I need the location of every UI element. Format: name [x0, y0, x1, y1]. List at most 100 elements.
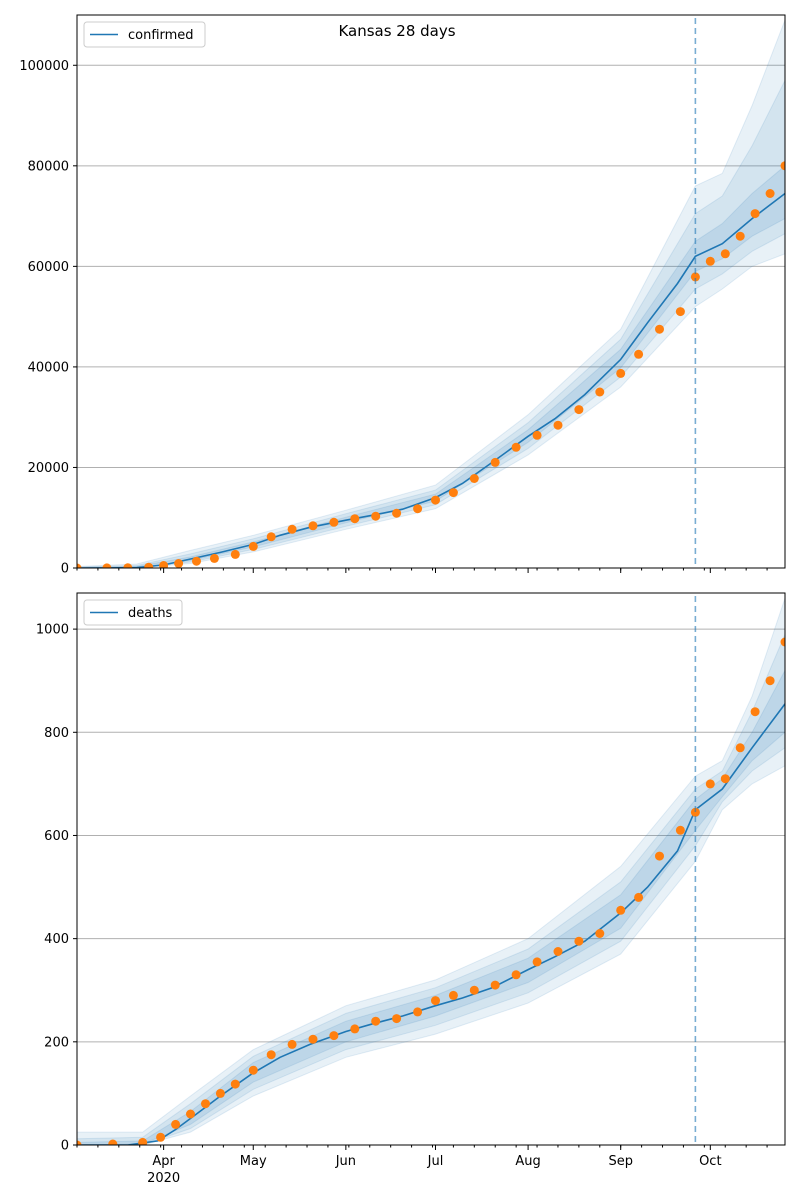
observed-point	[511, 442, 521, 452]
observed-point	[413, 504, 423, 514]
deaths-panel: 0 200 400 600 800 1000 Apr 2020 May Jun Jul Aug Sep O…	[36, 592, 786, 1186]
observed-point	[634, 349, 644, 359]
observed-point	[735, 231, 745, 241]
observed-point	[655, 324, 664, 334]
observed-point	[192, 556, 201, 566]
legend-label: confirmed	[128, 28, 194, 43]
observed-point	[765, 676, 775, 686]
observed-point	[77, 1140, 82, 1145]
observed-point	[138, 1137, 148, 1145]
observed-point	[230, 549, 240, 559]
observed-point	[102, 563, 112, 568]
observed-point	[690, 272, 700, 282]
observed-point	[469, 474, 479, 483]
y-tick-label: 20000	[28, 461, 69, 476]
observed-point	[156, 1132, 166, 1142]
observed-point	[595, 929, 605, 938]
observed-point	[705, 779, 715, 789]
observed-point	[448, 488, 458, 498]
observed-point	[230, 1079, 240, 1089]
observed-point	[532, 430, 542, 440]
observed-point	[634, 892, 644, 902]
x-tick-label: Aug	[515, 1154, 540, 1169]
observed-point	[431, 996, 440, 1006]
observed-point	[209, 553, 219, 563]
observed-point	[720, 774, 730, 784]
observed-point	[780, 637, 785, 647]
median-line-deaths	[77, 703, 785, 1145]
band-inner	[77, 670, 785, 1145]
observed-point	[735, 743, 745, 753]
observed-point	[532, 957, 542, 967]
observed-point	[448, 990, 458, 1000]
observed-point	[186, 1109, 195, 1119]
observed-point	[266, 532, 276, 542]
observed-point	[329, 1031, 339, 1041]
y-tick-label: 0	[61, 1139, 69, 1154]
x-tick-label: Apr	[152, 1154, 175, 1169]
y-tick-label: 100000	[19, 59, 69, 74]
x-tick-label: Sep	[608, 1154, 633, 1169]
observed-point	[705, 256, 715, 266]
observed-point	[171, 1119, 181, 1129]
observed-point	[108, 1139, 118, 1145]
observed-point	[201, 1099, 210, 1109]
observed-point	[144, 562, 154, 568]
observed-point	[690, 807, 700, 817]
x-tick-sublabel: 2020	[147, 1171, 180, 1186]
confirmed-panel: 0 20000 40000 60000 80000 100000 Kansas 28 day…	[19, 14, 786, 577]
x-tick-label: May	[240, 1154, 267, 1169]
plot-area	[77, 19, 785, 568]
plot-area	[77, 598, 785, 1145]
observed-point	[287, 1039, 297, 1049]
observed-point	[248, 541, 258, 551]
axes-frame	[76, 592, 786, 1146]
y-tick-label: 600	[44, 829, 69, 844]
observed-point	[574, 936, 584, 946]
axes-frame	[76, 14, 786, 569]
band-mid	[77, 634, 785, 1145]
observed-point	[248, 1065, 258, 1075]
y-tick-label: 0	[61, 562, 69, 577]
legend-label: deaths	[128, 606, 173, 621]
band-outer	[77, 19, 785, 568]
observed-point	[123, 563, 133, 568]
y-tick-label: 200	[44, 1035, 69, 1050]
observed-point	[287, 524, 297, 534]
legend-box	[83, 599, 183, 626]
observed-point	[77, 563, 82, 568]
observed-point	[371, 1016, 381, 1026]
observed-point	[490, 980, 500, 990]
observed-point	[431, 495, 440, 505]
y-tick-label: 1000	[36, 623, 69, 638]
observed-point	[553, 420, 563, 430]
observed-point	[490, 457, 500, 467]
observed-point	[765, 189, 775, 198]
observed-point	[616, 905, 626, 915]
observed-point	[159, 561, 169, 568]
observed-point	[616, 368, 626, 378]
observed-point	[308, 521, 318, 531]
observed-point	[371, 511, 381, 521]
observed-point	[174, 559, 184, 568]
observed-point	[511, 970, 521, 980]
observed-point	[675, 307, 685, 317]
observed-point	[750, 707, 760, 717]
observed-point	[413, 1007, 423, 1017]
observed-point	[750, 209, 760, 219]
chart-title: Kansas 28 days	[338, 22, 455, 40]
observed-point	[266, 1050, 276, 1060]
legend: deaths	[83, 599, 183, 626]
observed-point	[595, 387, 605, 397]
legend-box	[83, 21, 206, 48]
observed-point	[675, 825, 685, 835]
observed-point	[392, 1014, 402, 1024]
y-tick-label: 800	[44, 726, 69, 741]
observed-point	[780, 161, 785, 171]
x-tick-label: Oct	[699, 1154, 721, 1169]
x-tick-label: Jul	[427, 1154, 444, 1169]
observed-point	[553, 947, 563, 956]
observed-point	[215, 1088, 225, 1098]
